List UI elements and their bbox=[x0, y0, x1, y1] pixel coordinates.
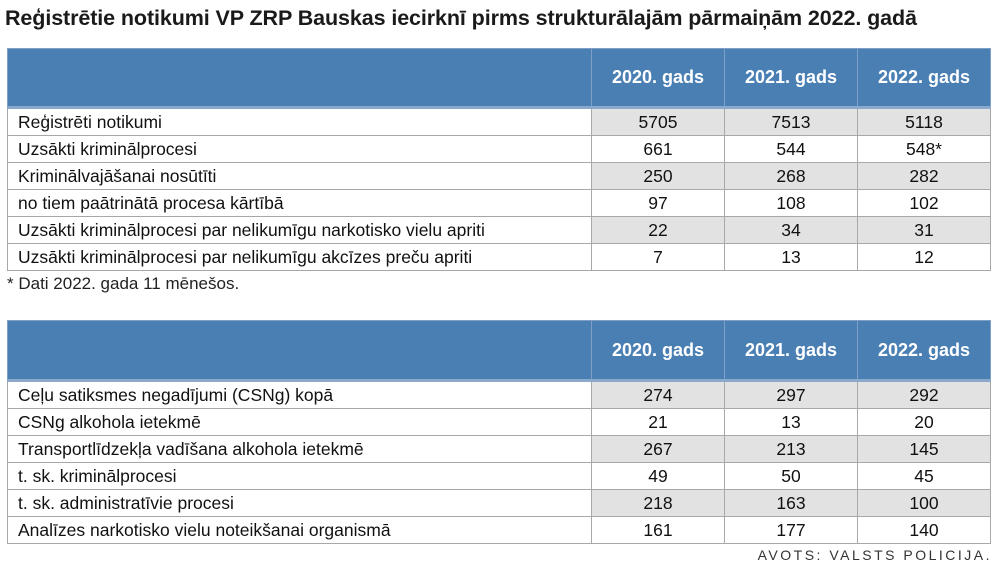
cell-2020: 7 bbox=[591, 243, 725, 271]
cell-2022: 45 bbox=[857, 462, 991, 490]
row-label: t. sk. administratīvie procesi bbox=[7, 489, 592, 517]
cell-2021: 50 bbox=[724, 462, 858, 490]
cell-2020: 5705 bbox=[591, 107, 725, 136]
cell-2020: 97 bbox=[591, 189, 725, 217]
cell-2022: 31 bbox=[857, 216, 991, 244]
table-row: Analīzes narkotisko vielu noteikšanai or… bbox=[7, 516, 991, 544]
column-header-2022: 2022. gads bbox=[857, 320, 991, 382]
table-row: Transportlīdzekļa vadīšana alkohola iete… bbox=[7, 435, 991, 463]
cell-2020: 661 bbox=[591, 135, 725, 163]
column-header-2021: 2021. gads bbox=[724, 48, 858, 109]
cell-2020: 21 bbox=[591, 408, 725, 436]
table-row: CSNg alkohola ietekmē 21 13 20 bbox=[7, 408, 991, 436]
cell-2021: 34 bbox=[724, 216, 858, 244]
header-blank-cell bbox=[7, 320, 592, 382]
table-row: t. sk. administratīvie procesi 218 163 1… bbox=[7, 489, 991, 517]
cell-2022: 5118 bbox=[857, 107, 991, 136]
table-row: Ceļu satiksmes negadījumi (CSNg) kopā 27… bbox=[7, 380, 991, 409]
source-credit: AVOTS: VALSTS POLICIJA. bbox=[757, 547, 992, 563]
row-label: Ceļu satiksmes negadījumi (CSNg) kopā bbox=[7, 380, 592, 409]
row-label: Transportlīdzekļa vadīšana alkohola iete… bbox=[7, 435, 592, 463]
cell-2021: 213 bbox=[724, 435, 858, 463]
cell-2022: 12 bbox=[857, 243, 991, 271]
footnote: * Dati 2022. gada 11 mēnešos. bbox=[7, 274, 240, 293]
row-label: CSNg alkohola ietekmē bbox=[7, 408, 592, 436]
table-row: Uzsākti kriminālprocesi par nelikumīgu a… bbox=[7, 243, 991, 271]
incidents-table: 2020. gads 2021. gads 2022. gads Reģistr… bbox=[7, 48, 991, 271]
cell-2020: 161 bbox=[591, 516, 725, 544]
table-row: Uzsākti kriminālprocesi par nelikumīgu n… bbox=[7, 216, 991, 244]
cell-2021: 13 bbox=[724, 243, 858, 271]
row-label: Reģistrēti notikumi bbox=[7, 107, 592, 136]
table-row: Kriminālvajāšanai nosūtīti 250 268 282 bbox=[7, 162, 991, 190]
cell-2022: 145 bbox=[857, 435, 991, 463]
cell-2020: 49 bbox=[591, 462, 725, 490]
cell-2021: 177 bbox=[724, 516, 858, 544]
row-label: t. sk. kriminālprocesi bbox=[7, 462, 592, 490]
cell-2022: 140 bbox=[857, 516, 991, 544]
column-header-2020: 2020. gads bbox=[591, 48, 725, 109]
cell-2020: 218 bbox=[591, 489, 725, 517]
row-label: no tiem paātrinātā procesa kārtībā bbox=[7, 189, 592, 217]
row-label: Uzsākti kriminālprocesi bbox=[7, 135, 592, 163]
row-label: Kriminālvajāšanai nosūtīti bbox=[7, 162, 592, 190]
cell-2020: 250 bbox=[591, 162, 725, 190]
cell-2021: 268 bbox=[724, 162, 858, 190]
table-row: t. sk. kriminālprocesi 49 50 45 bbox=[7, 462, 991, 490]
column-header-2020: 2020. gads bbox=[591, 320, 725, 382]
header-blank-cell bbox=[7, 48, 592, 109]
cell-2022: 282 bbox=[857, 162, 991, 190]
table-header-row: 2020. gads 2021. gads 2022. gads bbox=[7, 48, 991, 109]
row-label: Uzsākti kriminālprocesi par nelikumīgu n… bbox=[7, 216, 592, 244]
cell-2020: 274 bbox=[591, 380, 725, 409]
cell-2021: 297 bbox=[724, 380, 858, 409]
row-label: Analīzes narkotisko vielu noteikšanai or… bbox=[7, 516, 592, 544]
cell-2022: 100 bbox=[857, 489, 991, 517]
cell-2022: 20 bbox=[857, 408, 991, 436]
table-row: Uzsākti kriminālprocesi 661 544 548* bbox=[7, 135, 991, 163]
page-title: Reģistrētie notikumi VP ZRP Bauskas ieci… bbox=[5, 6, 917, 30]
table-row: no tiem paātrinātā procesa kārtībā 97 10… bbox=[7, 189, 991, 217]
cell-2020: 267 bbox=[591, 435, 725, 463]
cell-2021: 544 bbox=[724, 135, 858, 163]
table-header-row: 2020. gads 2021. gads 2022. gads bbox=[7, 320, 991, 382]
cell-2021: 163 bbox=[724, 489, 858, 517]
cell-2021: 13 bbox=[724, 408, 858, 436]
traffic-table: 2020. gads 2021. gads 2022. gads Ceļu sa… bbox=[7, 320, 991, 544]
cell-2021: 7513 bbox=[724, 107, 858, 136]
table-row: Reģistrēti notikumi 5705 7513 5118 bbox=[7, 107, 991, 136]
cell-2020: 22 bbox=[591, 216, 725, 244]
cell-2022: 548* bbox=[857, 135, 991, 163]
cell-2021: 108 bbox=[724, 189, 858, 217]
column-header-2021: 2021. gads bbox=[724, 320, 858, 382]
row-label: Uzsākti kriminālprocesi par nelikumīgu a… bbox=[7, 243, 592, 271]
column-header-2022: 2022. gads bbox=[857, 48, 991, 109]
cell-2022: 292 bbox=[857, 380, 991, 409]
cell-2022: 102 bbox=[857, 189, 991, 217]
